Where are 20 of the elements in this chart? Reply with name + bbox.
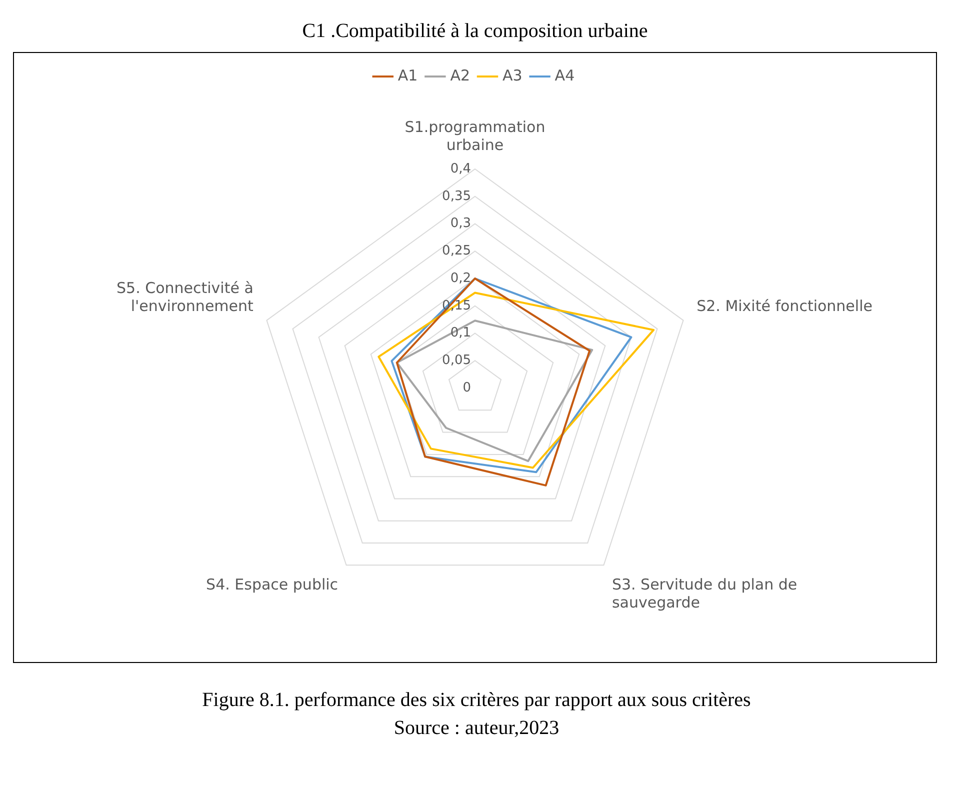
source-note: Source : auteur,2023 — [392, 716, 560, 741]
spoke-label: S2. Mixité fonctionnelle — [696, 296, 872, 315]
y-tick-label: 0 — [462, 380, 471, 396]
y-tick-label: 0,35 — [442, 188, 471, 204]
spoke-label: S1.programmation urbaine — [404, 118, 546, 154]
y-tick-label: 0,1 — [450, 326, 471, 341]
y-tick-label: 0,4 — [450, 161, 471, 176]
caption: Figure 8.1. performance des six critères par rapport aux sous critères — [201, 688, 752, 713]
legend-label: A2 — [450, 66, 470, 84]
y-tick-label: 0,05 — [442, 353, 471, 368]
y-tick-label: 0,25 — [442, 244, 471, 258]
y-tick-label: 0,3 — [450, 216, 471, 232]
legend-label: A3 — [502, 66, 522, 84]
legend-label: A4 — [554, 66, 575, 84]
y-tick-label: 0,2 — [450, 270, 471, 286]
chart-title: C1 .Compatibilité à la composition urbaine — [301, 20, 649, 43]
spoke-label: S4. Espace public — [206, 575, 338, 594]
legend-label: A1 — [398, 66, 418, 84]
spoke-label: S5. Connectivité à l'environnement — [116, 278, 254, 315]
spoke-label: S3. Servitude du plan de sauvegarde — [612, 575, 798, 612]
